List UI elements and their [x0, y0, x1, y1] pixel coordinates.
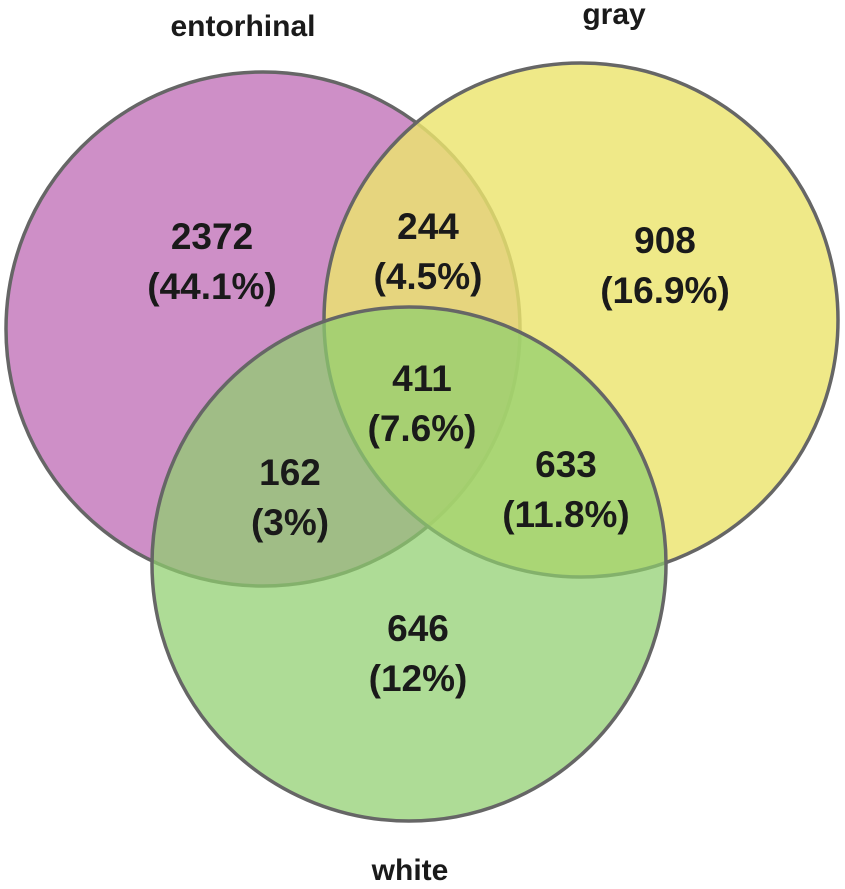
gray-white-count: 633	[535, 444, 597, 485]
white-only-percent: (12%)	[369, 658, 468, 699]
white-circle	[150, 305, 668, 823]
gray-only-count: 908	[634, 220, 696, 261]
white-label: white	[371, 854, 449, 887]
all-three-count: 411	[392, 358, 452, 399]
entorhinal-white-percent: (3%)	[251, 502, 329, 543]
gray-only-percent: (16.9%)	[600, 270, 730, 311]
entorhinal-label: entorhinal	[170, 10, 315, 43]
gray-label: gray	[582, 0, 646, 31]
entorhinal-only-count: 2372	[171, 216, 253, 257]
all-three-percent: (7.6%)	[368, 408, 477, 449]
entorhinal-gray-count: 244	[397, 206, 459, 247]
gray-white-percent: (11.8%)	[502, 494, 630, 535]
entorhinal-gray-percent: (4.5%)	[374, 256, 483, 297]
entorhinal-only-percent: (44.1%)	[147, 266, 277, 307]
white-only-count: 646	[387, 608, 449, 649]
entorhinal-white-count: 162	[259, 452, 321, 493]
